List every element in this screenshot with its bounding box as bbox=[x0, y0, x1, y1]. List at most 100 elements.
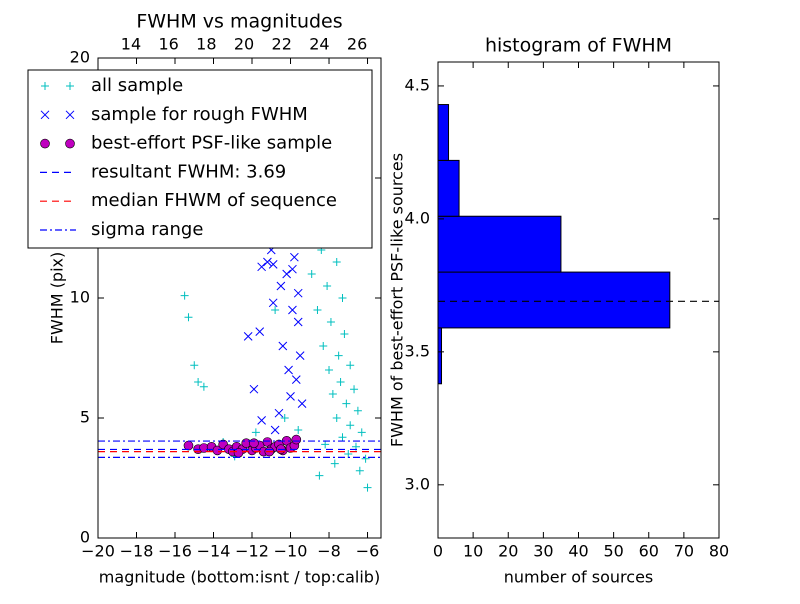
y-tick-label: 4.0 bbox=[405, 208, 430, 227]
legend-label: best-effort PSF-like sample bbox=[91, 133, 332, 154]
y-tick-label: 3.0 bbox=[405, 474, 430, 493]
bar bbox=[437, 271, 671, 329]
legend-label: all sample bbox=[91, 75, 183, 96]
legend-marker bbox=[66, 82, 74, 90]
point bbox=[338, 433, 347, 442]
point bbox=[291, 434, 302, 445]
y-tick-label: 0 bbox=[80, 528, 90, 547]
point bbox=[346, 361, 355, 370]
point bbox=[199, 382, 208, 391]
point bbox=[257, 416, 266, 425]
point bbox=[263, 257, 272, 267]
legend-marker bbox=[65, 138, 75, 149]
point bbox=[268, 260, 278, 269]
point bbox=[190, 361, 199, 370]
y-axis-label: FWHM (pix) bbox=[48, 252, 67, 345]
point bbox=[321, 440, 330, 449]
point bbox=[278, 341, 288, 351]
point bbox=[270, 425, 280, 435]
x2-tick-label: 14 bbox=[121, 35, 141, 54]
legend-label: median FHWM of sequence bbox=[91, 190, 337, 211]
bar bbox=[437, 327, 443, 385]
x-tick-label: −18 bbox=[120, 542, 154, 561]
point bbox=[319, 342, 328, 350]
x2-tick-label: 26 bbox=[347, 35, 367, 54]
point bbox=[350, 385, 359, 394]
x-tick-label: 20 bbox=[498, 542, 518, 561]
point bbox=[295, 351, 305, 360]
point bbox=[251, 428, 260, 437]
legend-marker bbox=[41, 82, 49, 90]
bar bbox=[437, 215, 562, 273]
point bbox=[361, 454, 370, 463]
x-axis-label: magnitude (bottom:isnt / top:calib) bbox=[99, 568, 380, 587]
x-tick-label: −20 bbox=[81, 542, 115, 561]
x2-tick-label: 18 bbox=[196, 35, 216, 54]
point bbox=[313, 306, 322, 314]
point bbox=[180, 291, 189, 300]
point bbox=[268, 298, 278, 308]
legend-label: resultant FWHM: 3.69 bbox=[91, 161, 286, 182]
point bbox=[293, 317, 303, 327]
point bbox=[280, 414, 289, 422]
point bbox=[297, 399, 307, 408]
bar bbox=[437, 159, 460, 217]
x2-tick-label: 20 bbox=[234, 35, 254, 54]
point bbox=[271, 306, 280, 314]
y-tick-label: 10 bbox=[70, 288, 90, 307]
point bbox=[346, 421, 355, 430]
x-tick-label: 50 bbox=[603, 542, 623, 561]
legend-marker bbox=[40, 138, 50, 149]
point bbox=[336, 378, 345, 386]
bar bbox=[437, 104, 450, 161]
point bbox=[328, 390, 337, 398]
x-tick-label: −14 bbox=[197, 542, 231, 561]
y-tick-label: 5 bbox=[80, 408, 90, 427]
point bbox=[315, 471, 324, 480]
x-tick-label: 30 bbox=[533, 542, 553, 561]
x-tick-label: −12 bbox=[235, 542, 269, 561]
point bbox=[291, 375, 301, 384]
x-tick-label: 80 bbox=[709, 542, 729, 561]
point bbox=[363, 483, 372, 492]
plot-area bbox=[98, 58, 381, 492]
point bbox=[344, 450, 353, 458]
point bbox=[325, 366, 334, 374]
point bbox=[286, 392, 295, 401]
y-tick-label: 3.5 bbox=[405, 341, 430, 360]
x-tick-label: 0 bbox=[433, 542, 443, 561]
point bbox=[357, 428, 366, 437]
point bbox=[212, 445, 223, 456]
point bbox=[183, 440, 194, 451]
point bbox=[249, 438, 259, 449]
point bbox=[340, 330, 349, 338]
point bbox=[342, 399, 351, 408]
y-tick-label: 4.5 bbox=[405, 75, 430, 94]
x-tick-label: 10 bbox=[463, 542, 483, 561]
x-tick-label: −6 bbox=[356, 542, 380, 561]
point bbox=[290, 252, 299, 262]
x-tick-label: 60 bbox=[639, 542, 659, 561]
x-tick-label: 40 bbox=[568, 542, 588, 561]
x2-tick-label: 24 bbox=[309, 35, 329, 54]
x2-tick-label: 16 bbox=[158, 35, 178, 54]
point bbox=[257, 262, 266, 272]
legend-label: sample for rough FWHM bbox=[91, 104, 308, 125]
legend-label: sigma range bbox=[91, 219, 203, 240]
x-tick-label: −8 bbox=[317, 542, 341, 561]
legend-box bbox=[27, 69, 373, 249]
point bbox=[249, 384, 259, 394]
point bbox=[255, 327, 265, 336]
y-tick-label: 20 bbox=[70, 48, 90, 67]
point bbox=[288, 264, 297, 274]
legend-marker bbox=[40, 110, 50, 120]
chart-title: histogram of FWHM bbox=[485, 35, 672, 57]
x-tick-label: −10 bbox=[274, 542, 308, 561]
point bbox=[274, 408, 284, 418]
point bbox=[276, 281, 286, 291]
point bbox=[294, 426, 303, 434]
point bbox=[353, 406, 362, 415]
point bbox=[334, 351, 343, 360]
